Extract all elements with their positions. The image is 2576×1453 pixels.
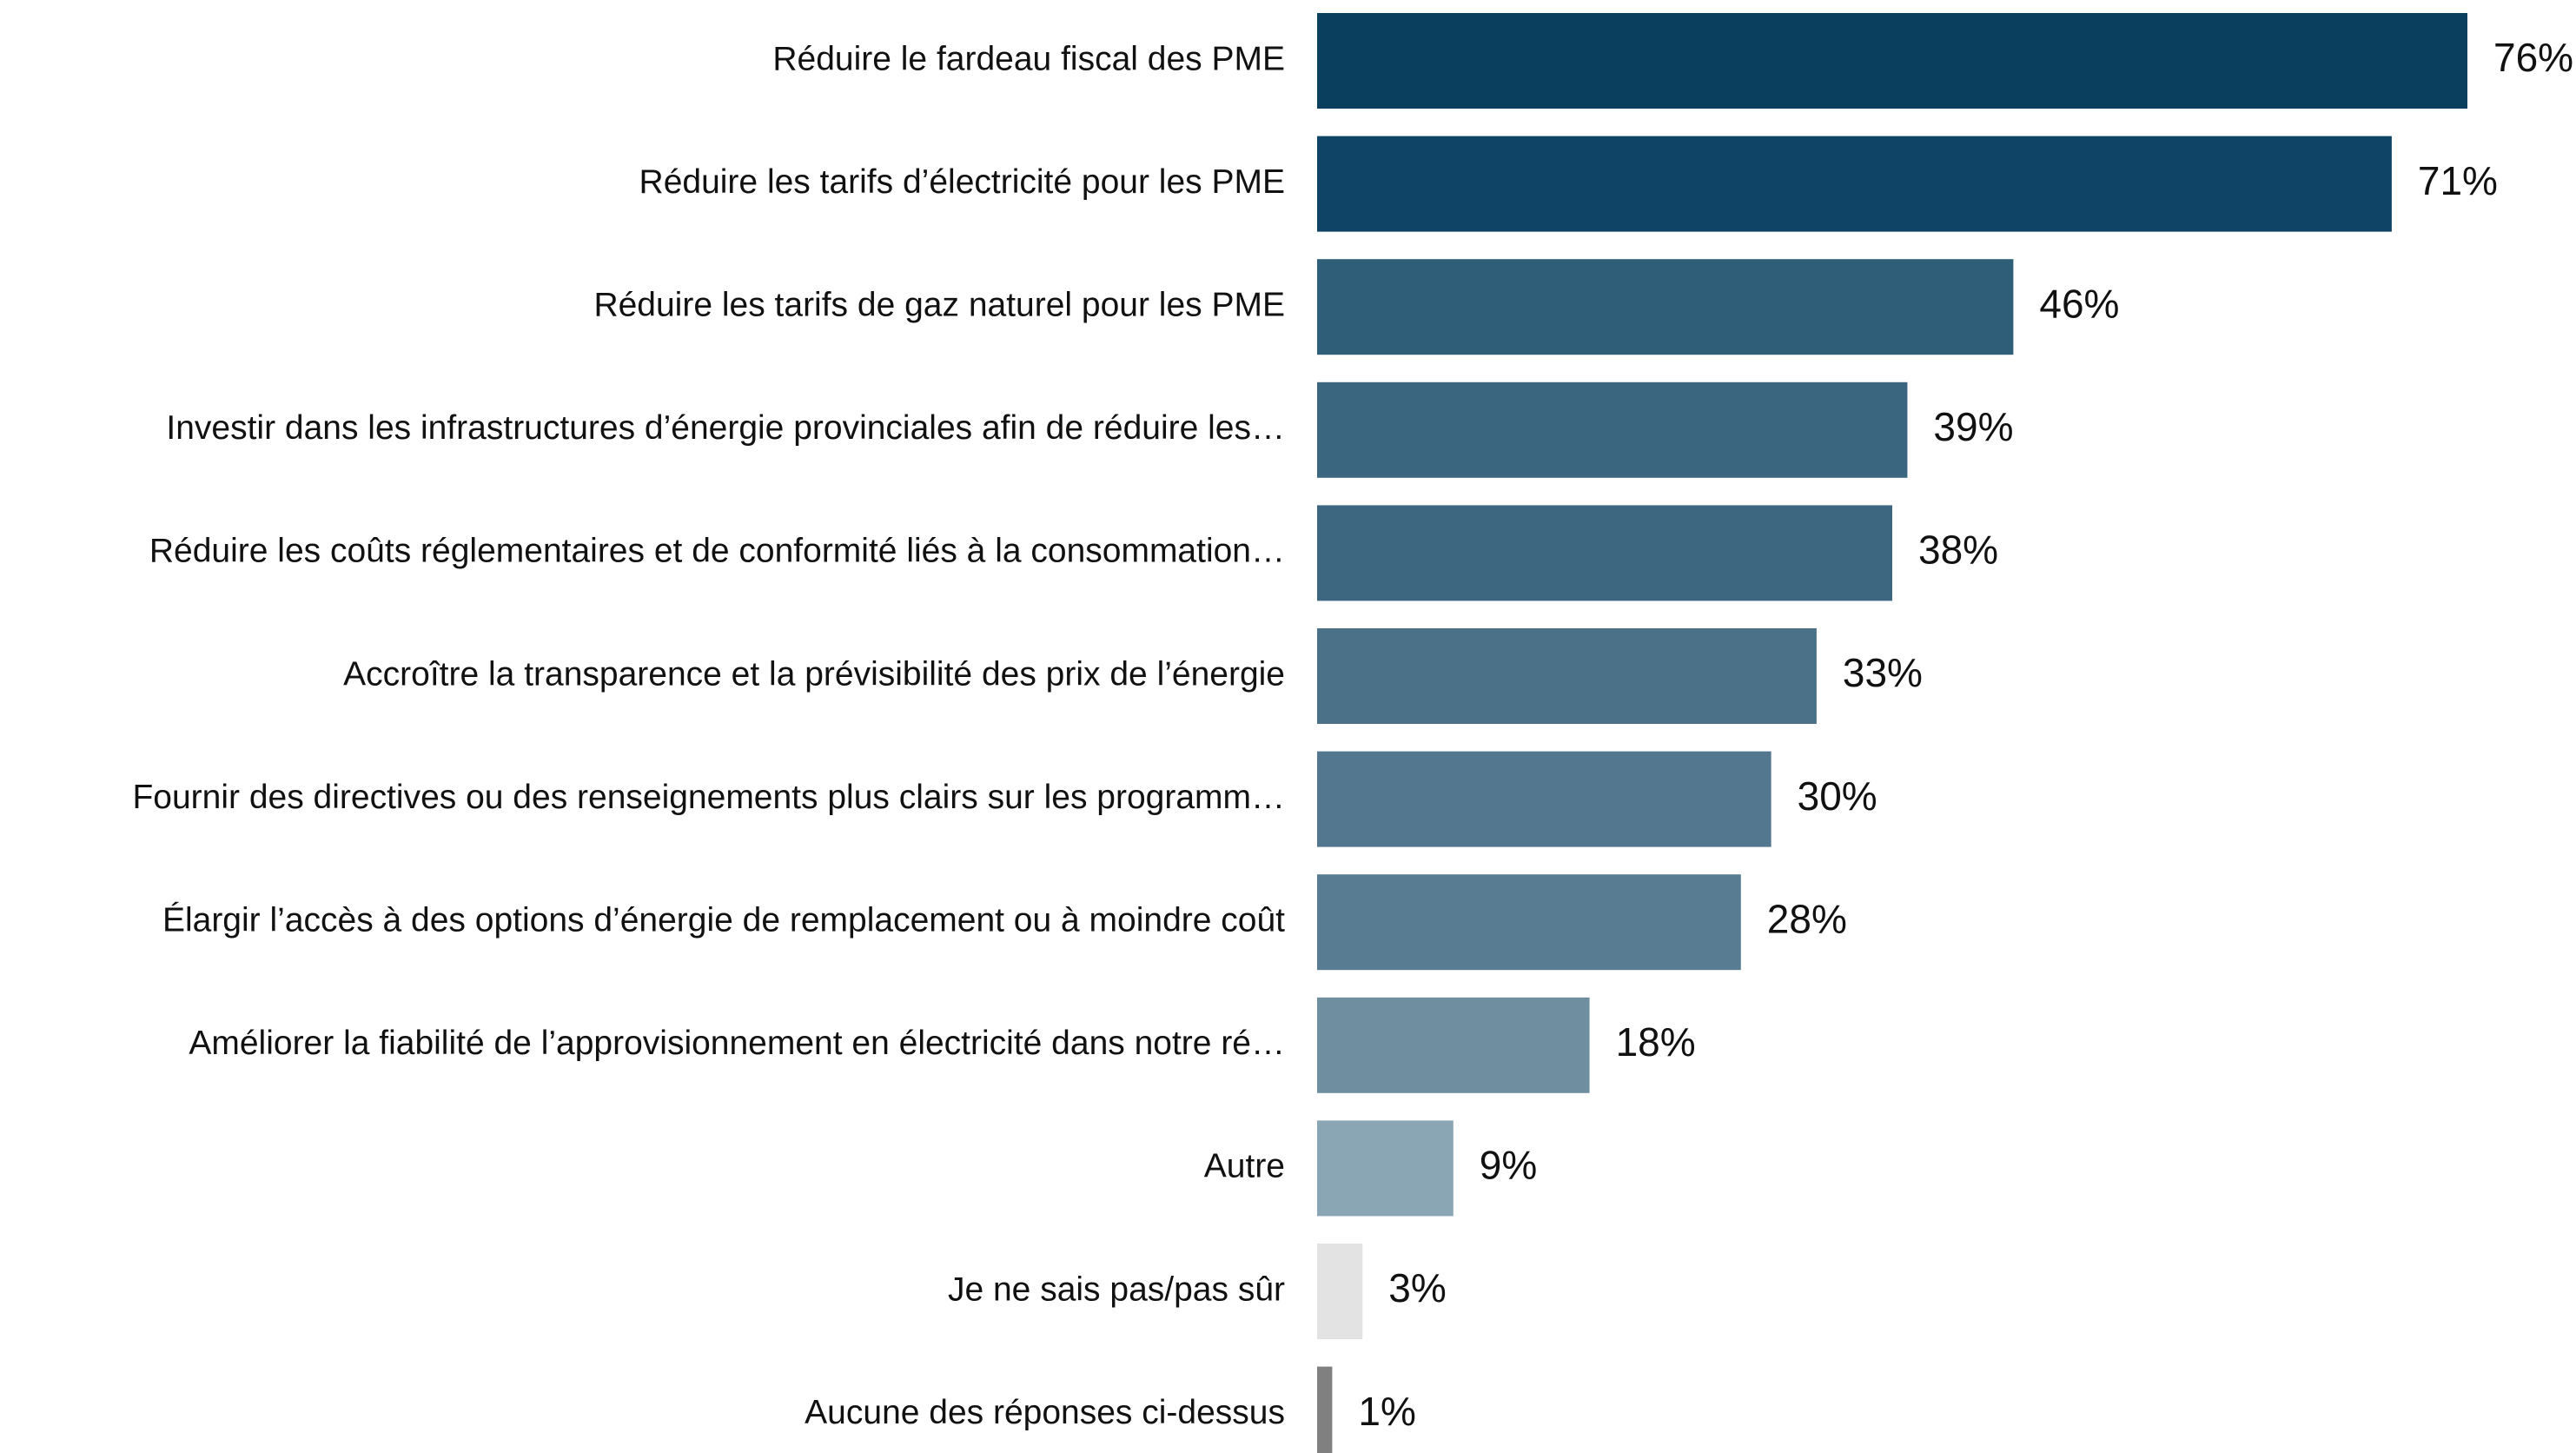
bar (1317, 997, 1590, 1093)
category-label: Investir dans les infrastructures d’éner… (166, 409, 1285, 447)
value-label: 30% (1798, 773, 1877, 819)
value-label: 9% (1480, 1143, 1537, 1188)
bar (1317, 13, 2467, 109)
value-label: 46% (2039, 281, 2119, 326)
bar (1317, 1120, 1454, 1217)
value-label: 39% (1933, 404, 2013, 449)
bar (1317, 505, 1892, 601)
value-label: 18% (1616, 1019, 1696, 1065)
category-label: Aucune des réponses ci-dessus (805, 1394, 1285, 1431)
category-label: Fournir des directives ou des renseignem… (132, 779, 1285, 816)
category-label: Réduire les tarifs d’électricité pour le… (639, 163, 1285, 201)
value-label: 3% (1388, 1265, 1446, 1310)
category-label: Améliorer la fiabilité de l’approvisionn… (189, 1025, 1285, 1062)
category-label: Je ne sais pas/pas sûr (948, 1271, 1285, 1308)
category-label: Élargir l’accès à des options d’énergie … (162, 901, 1285, 939)
bar (1317, 628, 1817, 724)
bar (1317, 874, 1741, 971)
bar (1317, 1366, 1333, 1453)
bar (1317, 1244, 1363, 1339)
category-label: Réduire les tarifs de gaz naturel pour l… (593, 286, 1285, 323)
category-label: Autre (1204, 1148, 1285, 1185)
value-label: 38% (1918, 527, 1998, 573)
bar (1317, 136, 2392, 232)
category-label: Accroître la transparence et la prévisib… (343, 655, 1285, 693)
value-label: 28% (1767, 896, 1847, 941)
bar (1317, 381, 1908, 478)
value-label: 71% (2418, 158, 2498, 203)
category-label: Réduire les coûts réglementaires et de c… (149, 533, 1285, 570)
bar (1317, 751, 1771, 847)
value-label: 33% (1843, 650, 1923, 695)
value-label: 1% (1358, 1389, 1415, 1434)
value-label: 76% (2493, 35, 2573, 80)
bar (1317, 259, 2014, 355)
category-label: Réduire le fardeau fiscal des PME (772, 40, 1285, 77)
